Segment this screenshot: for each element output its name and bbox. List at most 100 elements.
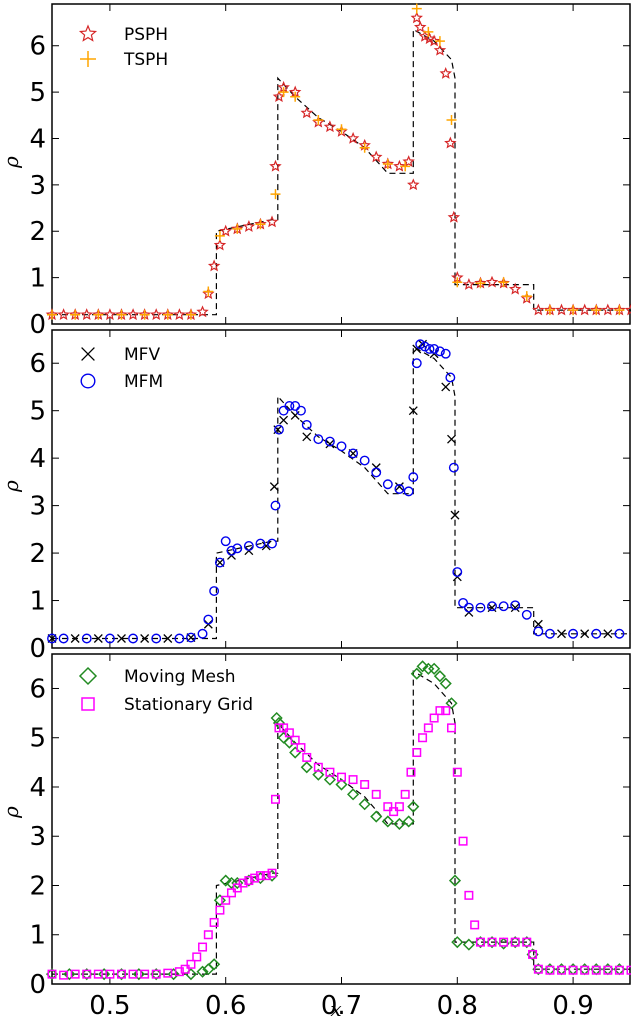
data-point — [93, 969, 103, 979]
data-point — [323, 773, 336, 786]
data-point — [434, 346, 445, 357]
series-mfm — [47, 339, 625, 644]
data-point — [198, 942, 208, 952]
data-point — [580, 965, 590, 975]
data-point — [196, 305, 209, 318]
ytick-label: 4 — [29, 773, 46, 803]
data-point — [267, 538, 277, 549]
data-point — [614, 628, 625, 639]
data-point — [238, 878, 248, 888]
data-point — [301, 419, 312, 430]
data-point — [485, 275, 499, 288]
data-point — [423, 26, 434, 37]
data-point — [104, 633, 115, 644]
data-point — [261, 871, 271, 881]
data-point — [323, 120, 337, 133]
ytick-label: 0 — [29, 310, 46, 340]
data-point — [232, 543, 243, 554]
data-point — [279, 723, 289, 733]
data-point — [269, 159, 282, 172]
data-point — [272, 90, 286, 103]
data-point — [407, 178, 420, 191]
data-point — [174, 967, 184, 977]
panel-2: 0 1 2 3 4 5 6 — [29, 329, 631, 664]
data-point — [231, 876, 244, 890]
data-point — [433, 43, 447, 56]
data-point — [300, 761, 313, 774]
data-point — [269, 482, 279, 492]
data-point — [448, 462, 459, 473]
legend-panel-1: PSPH TSPH — [78, 24, 168, 70]
data-point — [568, 965, 578, 975]
ytick-label: 2 — [29, 539, 46, 569]
data-point — [163, 634, 173, 643]
data-point — [313, 762, 323, 772]
data-point — [70, 634, 80, 643]
data-point — [544, 628, 555, 639]
data-point — [475, 937, 485, 947]
data-point — [452, 277, 463, 288]
legend-label-mfm: MFM — [124, 372, 163, 392]
data-point — [382, 159, 393, 169]
data-point — [447, 723, 457, 733]
data-point — [140, 969, 150, 979]
data-point — [59, 970, 69, 980]
data-point — [499, 937, 509, 947]
data-point — [203, 614, 214, 625]
data-point — [407, 800, 420, 813]
data-point — [440, 348, 451, 359]
data-point — [302, 432, 312, 442]
data-point — [533, 626, 544, 637]
series-tsph — [47, 3, 625, 320]
data-point — [47, 633, 57, 644]
data-point — [162, 309, 173, 320]
data-point — [270, 794, 280, 804]
data-point — [412, 344, 422, 354]
data-point — [528, 949, 538, 959]
legend-label-psph: PSPH — [124, 25, 168, 45]
data-point — [140, 634, 150, 643]
legend-label-stationary-grid: Stationary Grid — [124, 695, 253, 715]
ytick-label: 1 — [29, 921, 46, 951]
data-point — [150, 308, 163, 321]
data-point — [411, 3, 422, 14]
reference-line — [52, 345, 631, 640]
data-point — [215, 905, 225, 915]
data-point — [445, 372, 456, 383]
ytick-label: 3 — [29, 492, 46, 522]
panel-1: 0 1 2 3 4 5 6 — [29, 3, 631, 340]
data-point — [371, 467, 382, 478]
data-point — [272, 716, 286, 730]
ytick-label: 2 — [29, 871, 46, 901]
data-point — [601, 303, 615, 316]
data-point — [203, 286, 214, 297]
ytick-label: 3 — [29, 171, 46, 201]
data-point — [371, 789, 381, 799]
data-point — [416, 660, 429, 673]
data-point — [255, 538, 266, 549]
legend-symbol — [80, 373, 96, 389]
data-point — [278, 405, 289, 416]
data-point — [462, 938, 475, 951]
data-point — [447, 434, 456, 444]
data-point — [192, 952, 202, 962]
ytick-label: 2 — [29, 217, 46, 247]
data-point — [522, 937, 532, 947]
data-point — [290, 735, 300, 745]
data-point — [313, 434, 324, 445]
data-point — [132, 968, 145, 981]
data-point — [290, 400, 301, 411]
data-point — [126, 308, 140, 321]
ytick-label: 3 — [29, 822, 46, 852]
panels: 0 1 2 3 4 5 6 0 1 2 3 4 5 6 0 1 2 3 4 5 6 0.5 0.6 0.7 0.8 0.9 — [29, 3, 631, 1021]
data-point — [381, 815, 394, 828]
ytick-label: 1 — [29, 264, 46, 294]
data-point — [487, 937, 497, 947]
data-point — [197, 628, 208, 639]
data-point — [128, 633, 139, 644]
data-point — [346, 131, 360, 144]
data-point — [446, 114, 457, 125]
data-point — [219, 874, 232, 887]
data-point — [302, 752, 312, 762]
